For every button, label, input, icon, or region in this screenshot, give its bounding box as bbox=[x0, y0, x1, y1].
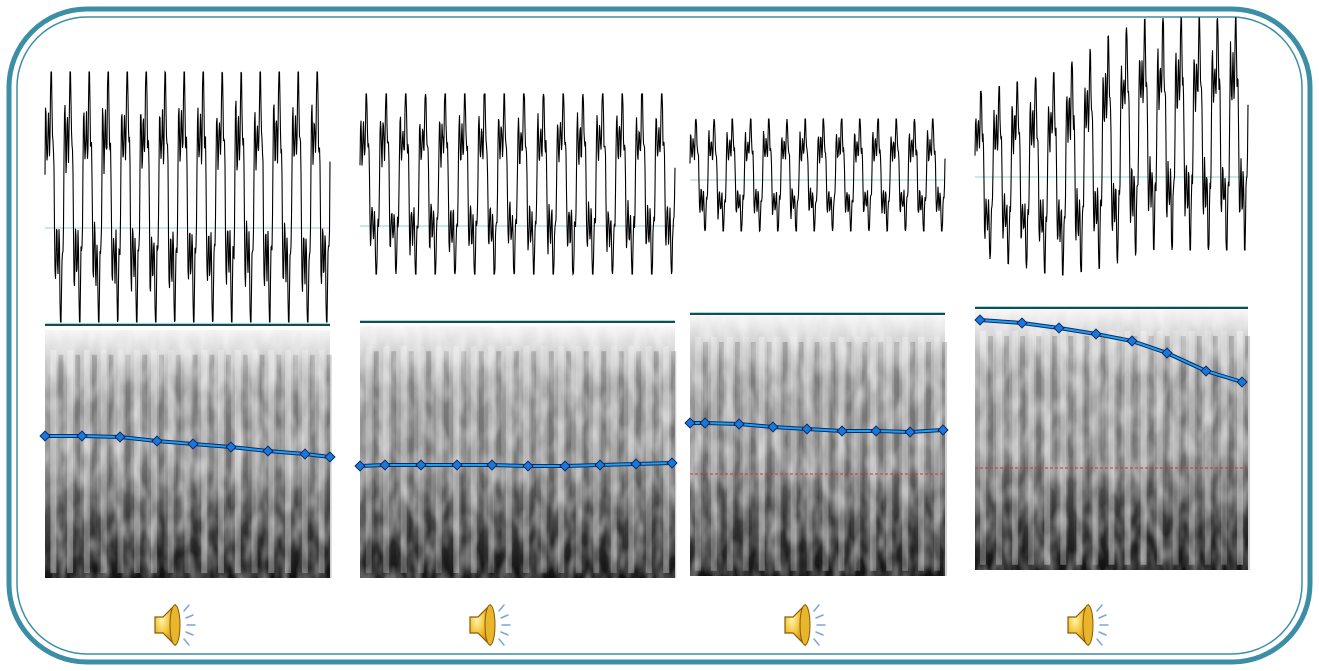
speech-panel bbox=[40, 72, 335, 645]
audio-button[interactable] bbox=[470, 605, 510, 645]
spectrogram-texture bbox=[690, 316, 945, 576]
waveform bbox=[360, 94, 675, 274]
spectrogram-texture bbox=[975, 310, 1248, 570]
audio-button[interactable] bbox=[785, 605, 825, 645]
panels bbox=[40, 18, 1250, 645]
slide bbox=[0, 0, 1319, 671]
speech-panel bbox=[685, 119, 948, 645]
speech-panel bbox=[975, 18, 1250, 645]
audio-button[interactable] bbox=[155, 605, 195, 645]
speech-panel bbox=[355, 94, 677, 645]
audio-button[interactable] bbox=[1068, 605, 1108, 645]
waveform bbox=[690, 119, 945, 231]
page: (() => { const data = JSON.parse(documen… bbox=[0, 0, 1319, 671]
spectrogram-texture bbox=[360, 326, 675, 578]
waveform bbox=[975, 18, 1248, 275]
waveform bbox=[45, 72, 330, 322]
